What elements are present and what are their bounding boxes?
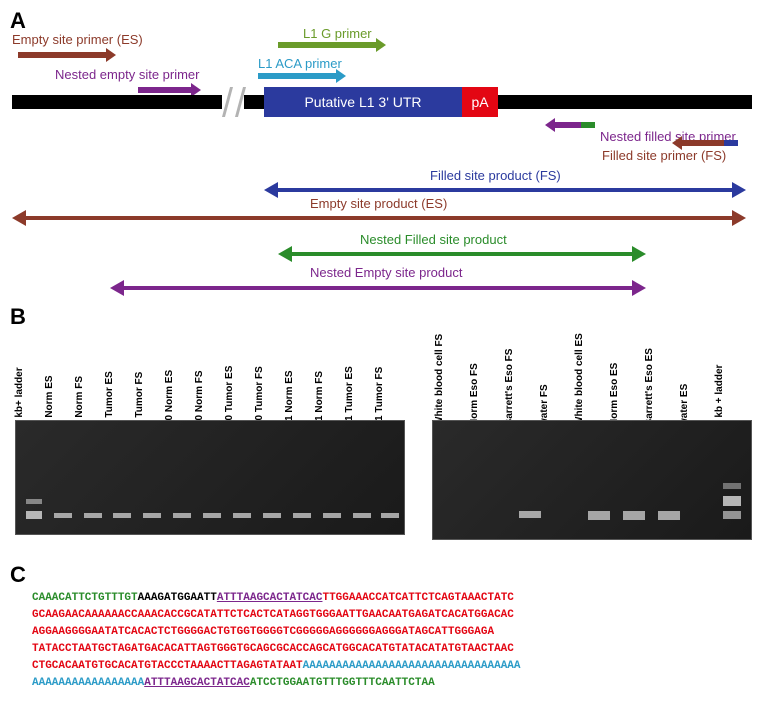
gel1-label-9: 11 Norm ES bbox=[284, 370, 295, 426]
nfs-product-cap-right bbox=[632, 246, 646, 262]
gel1-label-3: 9 Tumor ES bbox=[104, 371, 115, 426]
gel1-label-5: 10 Norm ES bbox=[164, 370, 175, 426]
panel-a-label: A bbox=[10, 8, 26, 34]
seq-line-2: AGGAAGGGGAATATCACACTCTGGGGACTGTGGTGGGGTC… bbox=[32, 626, 494, 638]
gel1-label-0: 1 kb+ ladder bbox=[14, 367, 25, 426]
nested-es-primer-arrow bbox=[138, 87, 193, 93]
backbone-right bbox=[498, 95, 752, 109]
gel2-label-2: Barrett's Eso FS bbox=[504, 349, 515, 426]
gel2-label-8: 1 kb + ladder bbox=[714, 365, 725, 426]
panel-b-label: B bbox=[10, 304, 26, 330]
gel1 bbox=[15, 420, 405, 535]
gel2-label-4: White blood cell ES bbox=[574, 333, 585, 426]
gel2 bbox=[432, 420, 752, 540]
l1aca-primer-label: L1 ACA primer bbox=[258, 56, 342, 71]
es-product-label: Empty site product (ES) bbox=[310, 196, 447, 211]
gel1-label-2: 9 Norm FS bbox=[74, 376, 85, 426]
fs-product-cap-right bbox=[732, 182, 746, 198]
seq-line-5: AAAAAAAAAAAAAAAAAATTTAAGCACTATCACATCCTGG… bbox=[32, 677, 435, 689]
fs-product-bar bbox=[278, 188, 732, 192]
seq-line-4: CTGCACAATGTGCACATGTACCCTAAAACTTAGAGTATAA… bbox=[32, 660, 521, 672]
nfs-product-cap-left bbox=[278, 246, 292, 262]
gel1-label-11: 11 Tumor ES bbox=[344, 366, 355, 426]
gel1-label-4: 9 Tumor FS bbox=[134, 372, 145, 426]
gap-hatching bbox=[222, 87, 246, 117]
gel1-label-10: 11 Norm FS bbox=[314, 371, 325, 426]
seq-line-1: GCAAGAACAAAAAACCAAACACCGCATATTCTCACTCATA… bbox=[32, 609, 514, 621]
pa-box: pA bbox=[462, 87, 498, 117]
gel2-label-1: Norm Eso FS bbox=[469, 363, 480, 426]
es-product-bar bbox=[26, 216, 732, 220]
gel1-label-1: 9 Norm ES bbox=[44, 375, 55, 426]
gel1-label-7: 10 Tumor ES bbox=[224, 366, 235, 426]
backbone-mid bbox=[244, 95, 264, 109]
seq-line-3: TATACCTAATGCTAGATGACACATTAGTGGGTGCAGCGCA… bbox=[32, 643, 514, 655]
nfs-product-bar bbox=[292, 252, 632, 256]
nes-product-label: Nested Empty site product bbox=[310, 265, 462, 280]
gel2-label-6: Barrett's Eso ES bbox=[644, 348, 655, 426]
es-product-cap-right bbox=[732, 210, 746, 226]
utr-box: Putative L1 3' UTR bbox=[264, 87, 462, 117]
gel2-label-5: Norm Eso ES bbox=[609, 363, 620, 426]
gel1-label-8: 10 Tumor FS bbox=[254, 366, 265, 426]
es-primer-label: Empty site primer (ES) bbox=[12, 32, 143, 47]
fs-primer-label: Filled site primer (FS) bbox=[602, 148, 726, 163]
panel-c-label: C bbox=[10, 562, 26, 588]
gel2-label-0: White blood cell FS bbox=[434, 334, 445, 426]
l1g-primer-label: L1 G primer bbox=[303, 26, 372, 41]
es-product-cap-left bbox=[12, 210, 26, 226]
es-primer-arrow bbox=[18, 52, 108, 58]
nfs-product-label: Nested Filled site product bbox=[360, 232, 507, 247]
seq-line-0: CAAACATTCTGTTTGTAAAGATGGAATTATTTAAGCACTA… bbox=[32, 592, 514, 604]
nested-es-primer-label: Nested empty site primer bbox=[55, 67, 200, 82]
nes-product-cap-left bbox=[110, 280, 124, 296]
fs-product-cap-left bbox=[264, 182, 278, 198]
l1aca-primer-arrow bbox=[258, 73, 338, 79]
gel1-label-6: 10 Norm FS bbox=[194, 370, 205, 426]
nested-fs-arrow bbox=[553, 122, 595, 140]
gel1-label-12: 11 Tumor FS bbox=[374, 367, 385, 426]
l1g-primer-arrow bbox=[278, 42, 378, 48]
nes-product-bar bbox=[124, 286, 632, 290]
backbone-left bbox=[12, 95, 222, 109]
nes-product-cap-right bbox=[632, 280, 646, 296]
fs-product-label: Filled site product (FS) bbox=[430, 168, 561, 183]
